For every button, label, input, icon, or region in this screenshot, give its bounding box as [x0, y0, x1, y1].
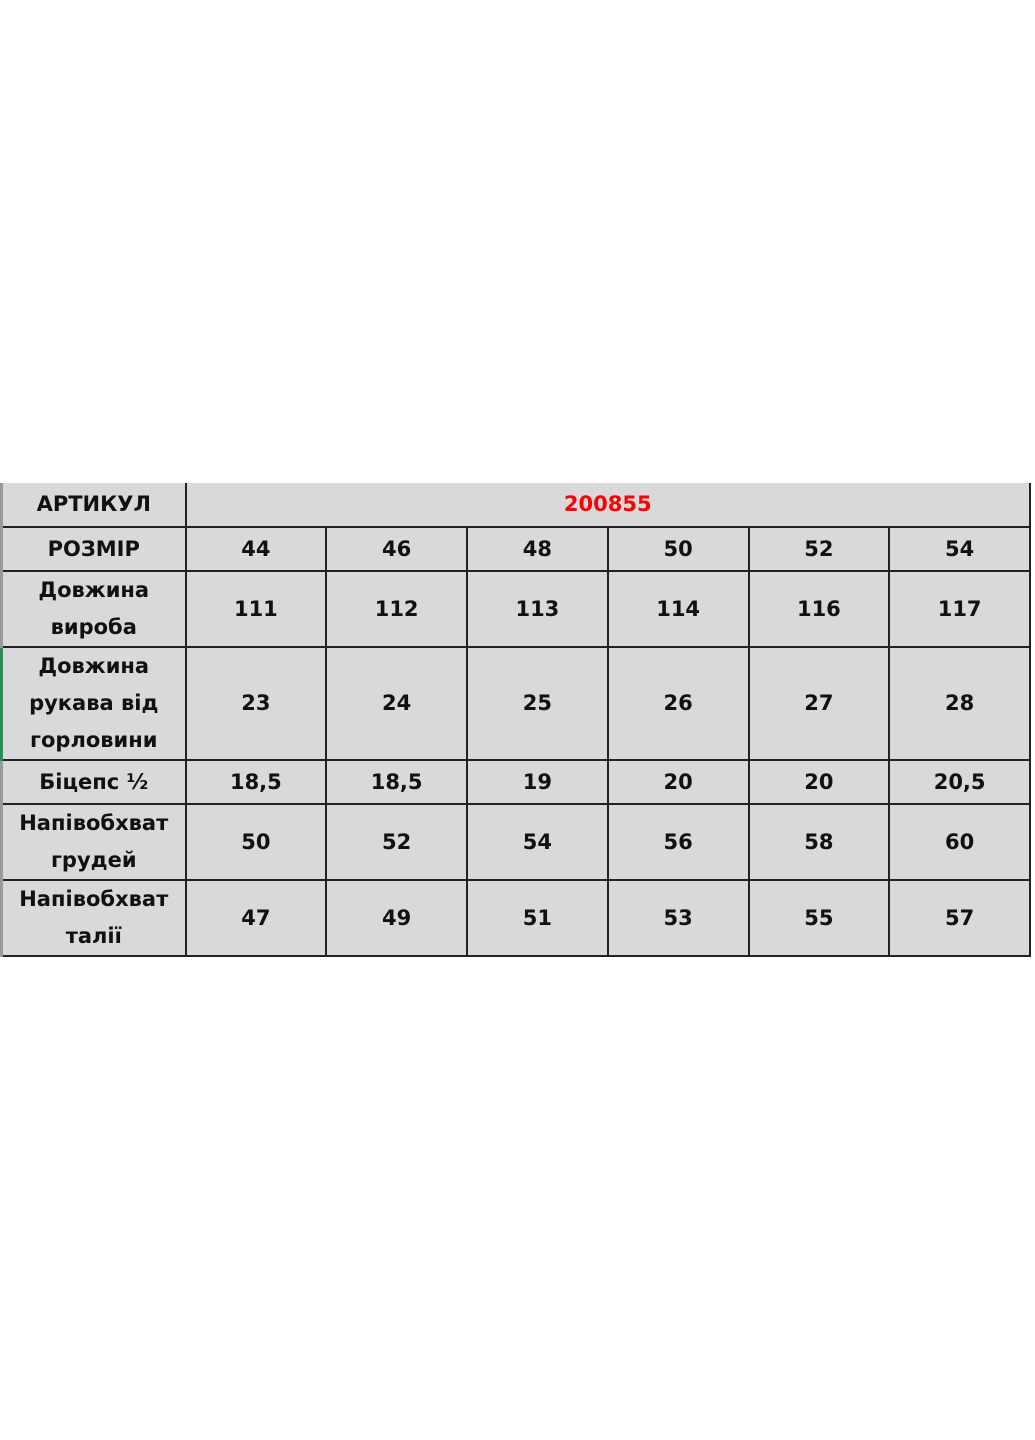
measurement-row: Довжина виробa 111 112 113 114 116 117: [0, 571, 1031, 648]
size-cell: 48: [466, 526, 609, 572]
measurement-row: Напівобхват грудей 50 52 54 56 58 60: [0, 803, 1031, 881]
value-cell: 24: [325, 646, 468, 761]
label-line: Довжина: [38, 654, 150, 678]
size-cell: 46: [325, 526, 468, 572]
value-cell: 54: [466, 803, 609, 881]
value-cell: 20: [747, 759, 891, 805]
value-cell: 57: [888, 879, 1031, 957]
value-cell: 53: [606, 879, 750, 957]
measurement-row: Біцепс ½ 18,5 18,5 19 20 20 20,5: [0, 759, 1031, 805]
article-row: АРТИКУЛ 200855: [0, 483, 1031, 528]
measurement-row: Напівобхват талії 47 49 51 53 55 57: [0, 879, 1031, 957]
value-cell: 52: [325, 803, 468, 881]
measurement-label: Напівобхват грудей: [0, 803, 187, 881]
value-cell: 49: [325, 879, 468, 957]
value-cell: 25: [466, 646, 609, 761]
measurement-label: Довжина виробa: [0, 571, 187, 648]
size-cell: 44: [184, 526, 328, 572]
measurement-label: Довжина рукава від горловини: [0, 646, 187, 761]
value-cell: 116: [747, 571, 891, 648]
label-line: грудей: [50, 848, 137, 872]
value-cell: 56: [606, 803, 750, 881]
value-cell: 18,5: [184, 759, 328, 805]
value-cell: 117: [888, 571, 1031, 648]
value-cell: 112: [325, 571, 468, 648]
measurement-label: Напівобхват талії: [0, 879, 187, 957]
size-cell: 54: [888, 526, 1031, 572]
size-table: АРТИКУЛ 200855 РОЗМІР 44 46 48 50 52 54 …: [0, 483, 1031, 957]
value-cell: 27: [747, 646, 891, 761]
label-line: талії: [65, 924, 122, 948]
label-line: виробa: [50, 615, 137, 639]
value-cell: 47: [184, 879, 328, 957]
value-cell: 20: [606, 759, 750, 805]
value-cell: 28: [888, 646, 1031, 761]
label-line: Довжина: [38, 578, 150, 602]
label-line: горловини: [30, 728, 158, 752]
measurement-label: Біцепс ½: [0, 759, 187, 805]
value-cell: 55: [747, 879, 891, 957]
value-cell: 58: [747, 803, 891, 881]
size-cell: 50: [606, 526, 750, 572]
size-cell: 52: [747, 526, 891, 572]
value-cell: 113: [466, 571, 609, 648]
value-cell: 20,5: [888, 759, 1031, 805]
label-line: Напівобхват: [19, 887, 169, 911]
value-cell: 50: [184, 803, 328, 881]
value-cell: 114: [606, 571, 750, 648]
value-cell: 23: [184, 646, 328, 761]
value-cell: 51: [466, 879, 609, 957]
value-cell: 111: [184, 571, 328, 648]
size-label: РОЗМІР: [0, 526, 187, 572]
article-value: 200855: [184, 483, 1031, 528]
value-cell: 18,5: [325, 759, 468, 805]
label-line: рукава від: [29, 691, 159, 715]
value-cell: 60: [888, 803, 1031, 881]
value-cell: 19: [466, 759, 609, 805]
article-label: АРТИКУЛ: [0, 483, 187, 528]
value-cell: 26: [606, 646, 750, 761]
size-row: РОЗМІР 44 46 48 50 52 54: [0, 526, 1031, 572]
label-line: Напівобхват: [19, 811, 169, 835]
measurement-row: Довжина рукава від горловини 23 24 25 26 27 28: [0, 646, 1031, 761]
label-line: Біцепс ½: [39, 769, 149, 794]
